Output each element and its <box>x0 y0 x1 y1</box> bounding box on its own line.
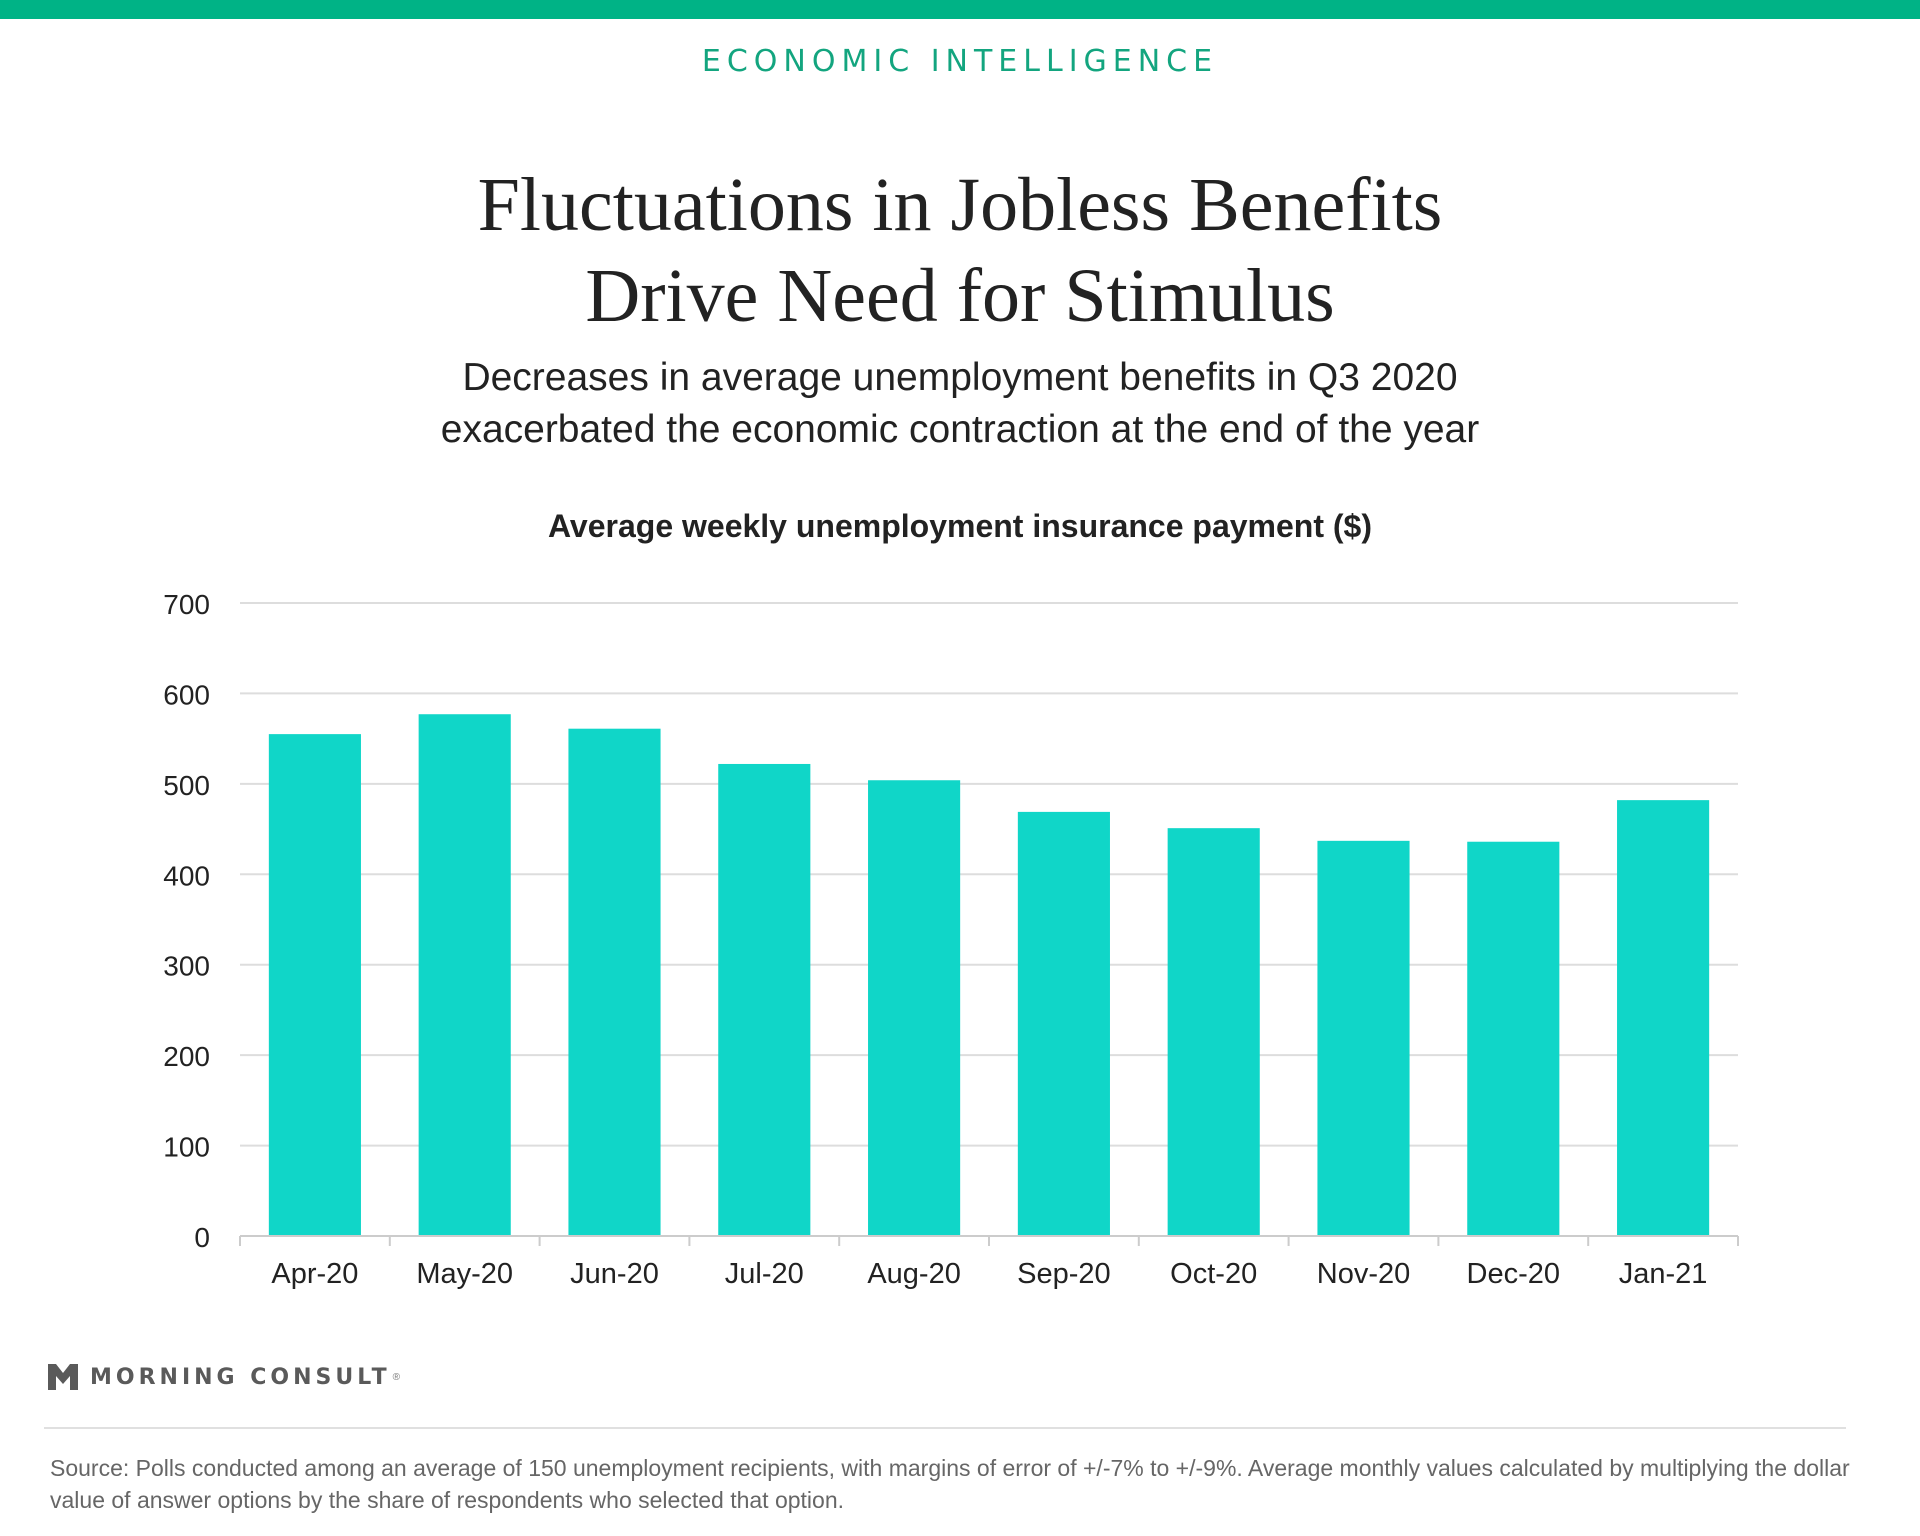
bar <box>718 763 811 1236</box>
chart-title: Average weekly unemployment insurance pa… <box>548 508 1372 544</box>
bar <box>418 714 511 1236</box>
y-tick-label: 0 <box>194 1222 210 1253</box>
subtitle-line-2: exacerbated the economic contraction at … <box>440 408 1480 451</box>
source-note: Source: Polls conducted among an average… <box>50 1455 1850 1513</box>
y-tick-label: 200 <box>163 1041 210 1072</box>
bar <box>1617 800 1710 1236</box>
section-kicker: ECONOMIC INTELLIGENCE <box>701 44 1219 79</box>
x-tick-label: Jan-21 <box>1619 1258 1708 1290</box>
x-tick-label: Nov-20 <box>1317 1258 1411 1290</box>
page-title: Fluctuations in Jobless Benefits Drive N… <box>0 160 1920 342</box>
bar-chart: 0 100 200 300 400 500 600 700 Apr-20 May-20 Jun-20… <box>163 589 1739 1290</box>
x-tick-label: May-20 <box>416 1258 513 1290</box>
x-tick-label: Jul-20 <box>725 1258 804 1290</box>
bar <box>1017 811 1110 1236</box>
registered-mark: ® <box>392 1371 400 1383</box>
x-tick-label: Apr-20 <box>271 1258 358 1290</box>
x-tick-label: Jun-20 <box>570 1258 659 1290</box>
bar <box>868 780 961 1236</box>
title-line-2: Drive Need for Stimulus <box>585 254 1335 338</box>
y-tick-label: 300 <box>163 951 210 982</box>
title-line-1: Fluctuations in Jobless Benefits <box>477 163 1443 247</box>
y-tick-label: 100 <box>163 1132 210 1163</box>
bar <box>1167 828 1260 1236</box>
brand-name: MORNING CONSULT <box>90 1364 391 1390</box>
subtitle-line-1: Decreases in average unemployment benefi… <box>462 356 1458 399</box>
morning-consult-m-icon <box>48 1364 78 1390</box>
bar <box>1467 841 1560 1236</box>
bar <box>1317 840 1410 1236</box>
brand-logo: MORNING CONSULT ® <box>48 1364 400 1390</box>
y-tick-label: 700 <box>163 589 210 620</box>
y-tick-label: 400 <box>163 860 210 891</box>
bar <box>268 734 361 1236</box>
x-tick-label: Aug-20 <box>867 1258 961 1290</box>
bar <box>568 728 661 1236</box>
y-tick-label: 600 <box>163 679 210 710</box>
page-subtitle: Decreases in average unemployment benefi… <box>0 352 1920 456</box>
footer-divider <box>44 1427 1846 1429</box>
y-tick-label: 500 <box>163 770 210 801</box>
x-tick-label: Dec-20 <box>1467 1258 1561 1290</box>
x-tick-label: Oct-20 <box>1170 1258 1257 1290</box>
top-accent-bar <box>0 0 1920 19</box>
x-tick-label: Sep-20 <box>1017 1258 1111 1290</box>
